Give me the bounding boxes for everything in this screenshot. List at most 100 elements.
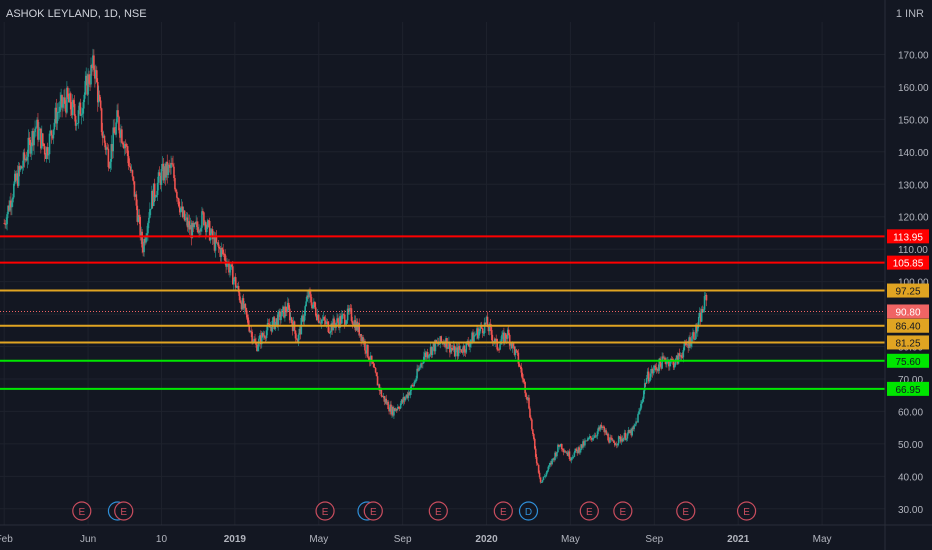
candle-body [346, 308, 349, 321]
candle-body [99, 100, 102, 109]
candle-body [523, 379, 525, 383]
candle-body [61, 95, 63, 108]
y-tick-label: 60.00 [898, 407, 923, 418]
candle-body [457, 346, 460, 357]
candle-body [95, 70, 97, 79]
candle-body [85, 75, 87, 82]
candle-body [163, 166, 166, 181]
candle-body [128, 165, 131, 167]
candle-body [542, 476, 545, 481]
candle-body [696, 324, 698, 332]
price-label-resistance: 105.85 [893, 259, 924, 270]
candle-body [631, 427, 634, 436]
price-label-bg [887, 283, 929, 298]
candle-body [477, 328, 479, 339]
candle-body [639, 409, 641, 412]
earnings-marker[interactable] [613, 501, 633, 521]
candle-body [165, 161, 168, 178]
y-tick-label: 110.00 [898, 245, 928, 256]
candle-body [155, 195, 158, 197]
candle-body [169, 165, 171, 168]
candle-body [330, 323, 333, 332]
time-axis[interactable]: Feb Jun 10 2019 May Sep 2020 May Sep 2021 May [0, 524, 932, 545]
candle-body [260, 333, 263, 345]
candle-body [206, 220, 209, 228]
candle-body [587, 437, 590, 439]
candle-body [261, 333, 264, 337]
earnings-marker[interactable] [315, 501, 335, 521]
candle-body [417, 368, 419, 371]
price-label-support: 66.95 [895, 385, 920, 396]
grid-lines [0, 22, 885, 525]
earnings-marker[interactable] [579, 501, 599, 521]
candle-body [552, 458, 554, 460]
candle-body [510, 342, 513, 349]
candle-body [171, 163, 173, 165]
horizontal-levels[interactable] [0, 235, 885, 390]
earnings-marker[interactable] [114, 501, 134, 521]
candle-body [62, 103, 64, 108]
candle-body [33, 132, 35, 146]
price-axis[interactable]: 30.0040.0050.0060.0070.0080.0090.00100.0… [884, 0, 929, 550]
candle-body [558, 444, 560, 447]
candle-body [451, 349, 454, 351]
candle-body [64, 97, 66, 104]
candle-body [411, 385, 414, 387]
earnings-marker[interactable] [676, 501, 696, 521]
candle-body [138, 215, 141, 217]
candle-body [701, 309, 704, 313]
candle-body [691, 336, 693, 344]
candle-body [304, 306, 306, 316]
candle-body [516, 350, 519, 353]
candle-body [78, 102, 81, 111]
candle-body [585, 440, 587, 442]
candle-body [617, 436, 620, 444]
candle-body [294, 330, 297, 339]
candle-body [220, 248, 223, 257]
candle-body [286, 311, 288, 313]
candle-body [412, 385, 415, 387]
candle-body [573, 452, 576, 457]
candle-body [272, 317, 275, 321]
earnings-marker[interactable] [363, 501, 383, 521]
dividend-marker[interactable] [518, 501, 539, 521]
candle-body [284, 306, 286, 318]
candle-body [253, 338, 255, 342]
candle-body [672, 359, 675, 368]
candle-body [426, 352, 429, 358]
earnings-marker[interactable] [428, 501, 448, 521]
candle-body [236, 285, 239, 288]
candle-body [539, 477, 542, 483]
candle-body [478, 331, 480, 339]
candle-body [233, 277, 236, 280]
candle-body [502, 332, 504, 335]
candle-body [681, 357, 684, 359]
candle-body [565, 452, 568, 454]
candle-body [287, 302, 289, 312]
candle-body [49, 130, 52, 134]
earnings-marker[interactable] [72, 501, 92, 521]
candle-body [606, 433, 608, 435]
x-tick-label: Jun [80, 534, 96, 545]
candle-body [396, 407, 399, 410]
candle-body [624, 432, 627, 440]
candle-body [658, 358, 661, 371]
earnings-marker[interactable] [493, 501, 513, 521]
candle-body [517, 352, 520, 364]
candle-body [319, 322, 322, 324]
candle-body [315, 315, 318, 320]
candle-body [403, 396, 406, 401]
candle-body [422, 363, 424, 364]
candle-body [148, 217, 150, 224]
candle-body [251, 331, 253, 342]
candle-body [131, 170, 134, 177]
candle-body [370, 355, 373, 363]
candle-body [15, 173, 18, 181]
earnings-marker[interactable] [736, 501, 757, 521]
candle-body [432, 343, 435, 347]
candle-body [577, 447, 579, 454]
candle-body [685, 342, 688, 346]
